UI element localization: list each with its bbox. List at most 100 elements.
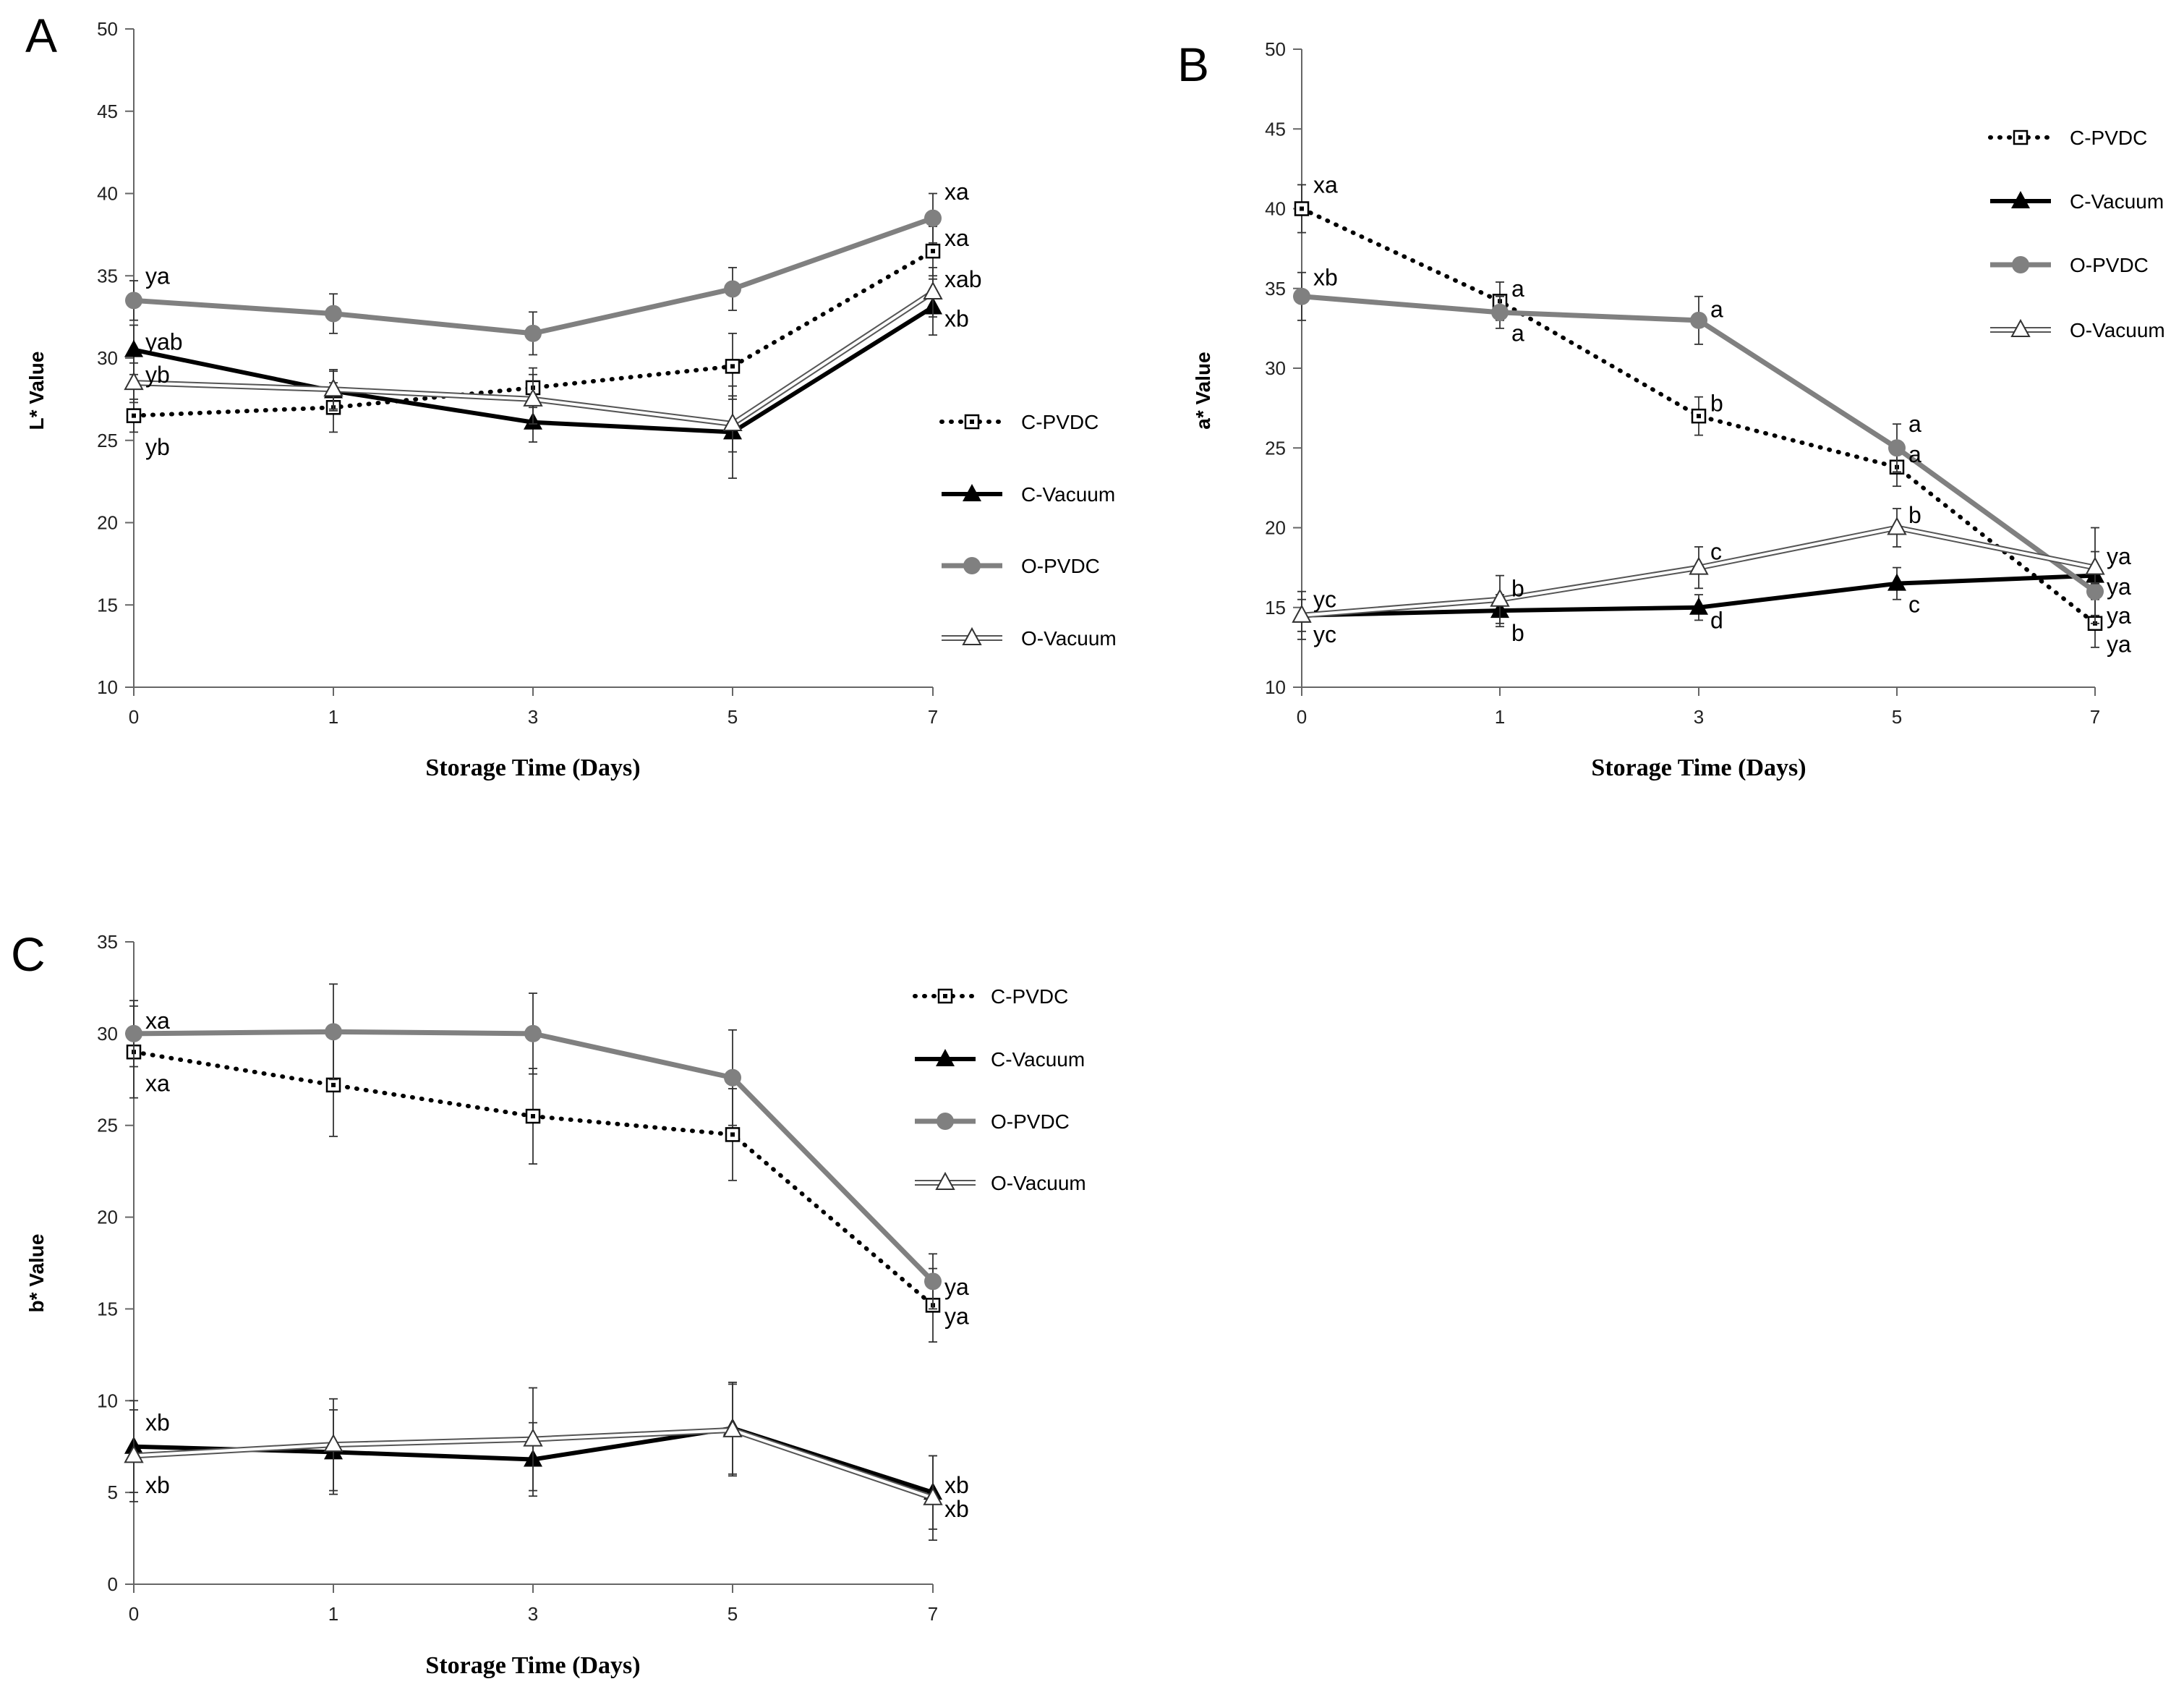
y-axis-label: L* Value xyxy=(25,352,48,430)
series-o-vacuum xyxy=(124,1383,943,1542)
legend-label: C-Vacuum xyxy=(2070,190,2164,213)
legend-marker-dot xyxy=(2018,135,2023,140)
data-point-dot xyxy=(1697,414,1701,419)
legend-marker-dot xyxy=(970,420,974,424)
y-tick-label: 45 xyxy=(1265,118,1286,140)
data-point-dot xyxy=(331,1082,336,1087)
data-point-dot xyxy=(931,249,935,254)
significance-label: b xyxy=(1511,620,1524,646)
series-o-vacuum xyxy=(1292,508,2105,632)
legend-item: C-Vacuum xyxy=(915,1048,1085,1071)
legend-marker xyxy=(962,626,982,645)
y-tick-label: 10 xyxy=(1265,676,1286,698)
y-axis-label: b* Value xyxy=(25,1234,48,1313)
legend-label: C-Vacuum xyxy=(991,1048,1085,1071)
legend-item: C-Vacuum xyxy=(942,483,1115,506)
data-point-dot xyxy=(531,1114,535,1119)
y-axis-label: a* Value xyxy=(1192,352,1214,429)
data-point xyxy=(1689,597,1708,615)
y-tick-label: 45 xyxy=(97,101,118,122)
significance-label: ya xyxy=(2107,543,2131,569)
significance-label: ya xyxy=(944,1304,969,1330)
significance-label: c xyxy=(1908,591,1920,617)
significance-label: xb xyxy=(145,1410,170,1436)
series-o-pvdc xyxy=(1293,271,2104,616)
legend-label: O-PVDC xyxy=(1021,555,1100,577)
significance-label: ya xyxy=(2107,603,2131,629)
significance-label: a xyxy=(1511,320,1524,346)
x-tick-label: 0 xyxy=(1297,706,1307,728)
x-tick-label: 5 xyxy=(728,706,738,728)
legend-item: O-Vacuum xyxy=(1990,318,2165,341)
significance-label: xb xyxy=(944,1496,969,1522)
y-tick-label: 15 xyxy=(1265,597,1286,618)
significance-label: a xyxy=(1710,296,1723,322)
significance-label: yc xyxy=(1313,621,1336,647)
significance-label: ya xyxy=(145,263,170,289)
data-point-dot xyxy=(1300,206,1304,211)
data-point xyxy=(125,1024,142,1042)
legend-item: C-PVDC xyxy=(939,411,1099,433)
y-tick-label: 5 xyxy=(108,1481,118,1503)
y-tick-label: 30 xyxy=(97,347,118,369)
y-tick-label: 10 xyxy=(97,1390,118,1411)
legend-label: O-PVDC xyxy=(991,1110,1070,1133)
x-tick-label: 1 xyxy=(328,706,338,728)
legend-marker xyxy=(2012,256,2029,273)
legend-label: O-PVDC xyxy=(2070,254,2149,276)
significance-label: yc xyxy=(1313,587,1336,613)
significance-label: xb xyxy=(145,1472,170,1498)
panel-label: C xyxy=(11,927,46,981)
data-point xyxy=(924,1272,942,1291)
x-tick-label: 5 xyxy=(1892,706,1902,728)
legend: C-PVDC C-Vacuum O-PVDC O-Vacuum xyxy=(939,411,1117,650)
x-tick-label: 1 xyxy=(328,1603,338,1625)
x-tick-label: 3 xyxy=(528,1603,538,1625)
data-point xyxy=(524,1024,542,1042)
significance-label: xb xyxy=(1313,264,1338,290)
significance-label: d xyxy=(1710,607,1723,633)
significance-label: ya xyxy=(2107,631,2131,657)
legend-item: O-PVDC xyxy=(915,1110,1070,1133)
significance-label: yb xyxy=(145,362,170,388)
x-tick-label: 7 xyxy=(2090,706,2100,728)
significance-label: a xyxy=(1908,411,1921,437)
legend-marker xyxy=(963,484,981,501)
significance-label: xa xyxy=(944,179,969,205)
legend-label: C-Vacuum xyxy=(1021,483,1115,506)
x-axis-label: Storage Time (Days) xyxy=(425,754,640,781)
legend-item: O-Vacuum xyxy=(942,626,1117,650)
x-tick-label: 5 xyxy=(728,1603,738,1625)
data-point-dot xyxy=(132,413,136,418)
y-tick-label: 10 xyxy=(97,676,118,698)
legend-item: O-PVDC xyxy=(942,555,1100,577)
y-tick-label: 0 xyxy=(108,1573,118,1595)
data-point xyxy=(1689,556,1709,575)
panel-label: B xyxy=(1177,38,1209,91)
legend: C-PVDC C-Vacuum O-PVDC O-Vacuum xyxy=(1988,127,2165,341)
data-point xyxy=(125,292,142,310)
legend-label: O-Vacuum xyxy=(991,1172,1086,1194)
y-tick-label: 50 xyxy=(97,18,118,40)
significance-label: xa xyxy=(145,1070,170,1096)
significance-label: b xyxy=(1710,391,1723,417)
series-o-vacuum xyxy=(124,266,943,453)
series-o-pvdc xyxy=(125,192,942,356)
y-tick-label: 20 xyxy=(97,1207,118,1228)
significance-label: c xyxy=(1710,539,1722,565)
data-point xyxy=(722,412,743,431)
legend-item: C-Vacuum xyxy=(1990,190,2164,213)
x-axis-label: Storage Time (Days) xyxy=(1591,754,1806,781)
data-point-dot xyxy=(730,364,735,369)
data-point xyxy=(1887,516,1907,535)
legend-label: C-PVDC xyxy=(2070,127,2147,149)
x-tick-label: 3 xyxy=(528,706,538,728)
data-point xyxy=(524,324,542,342)
y-tick-label: 15 xyxy=(97,1298,118,1319)
data-point xyxy=(923,1487,943,1505)
legend-label: C-PVDC xyxy=(991,985,1068,1008)
x-tick-label: 7 xyxy=(928,1603,938,1625)
x-tick-label: 1 xyxy=(1495,706,1505,728)
data-point xyxy=(1491,303,1509,321)
